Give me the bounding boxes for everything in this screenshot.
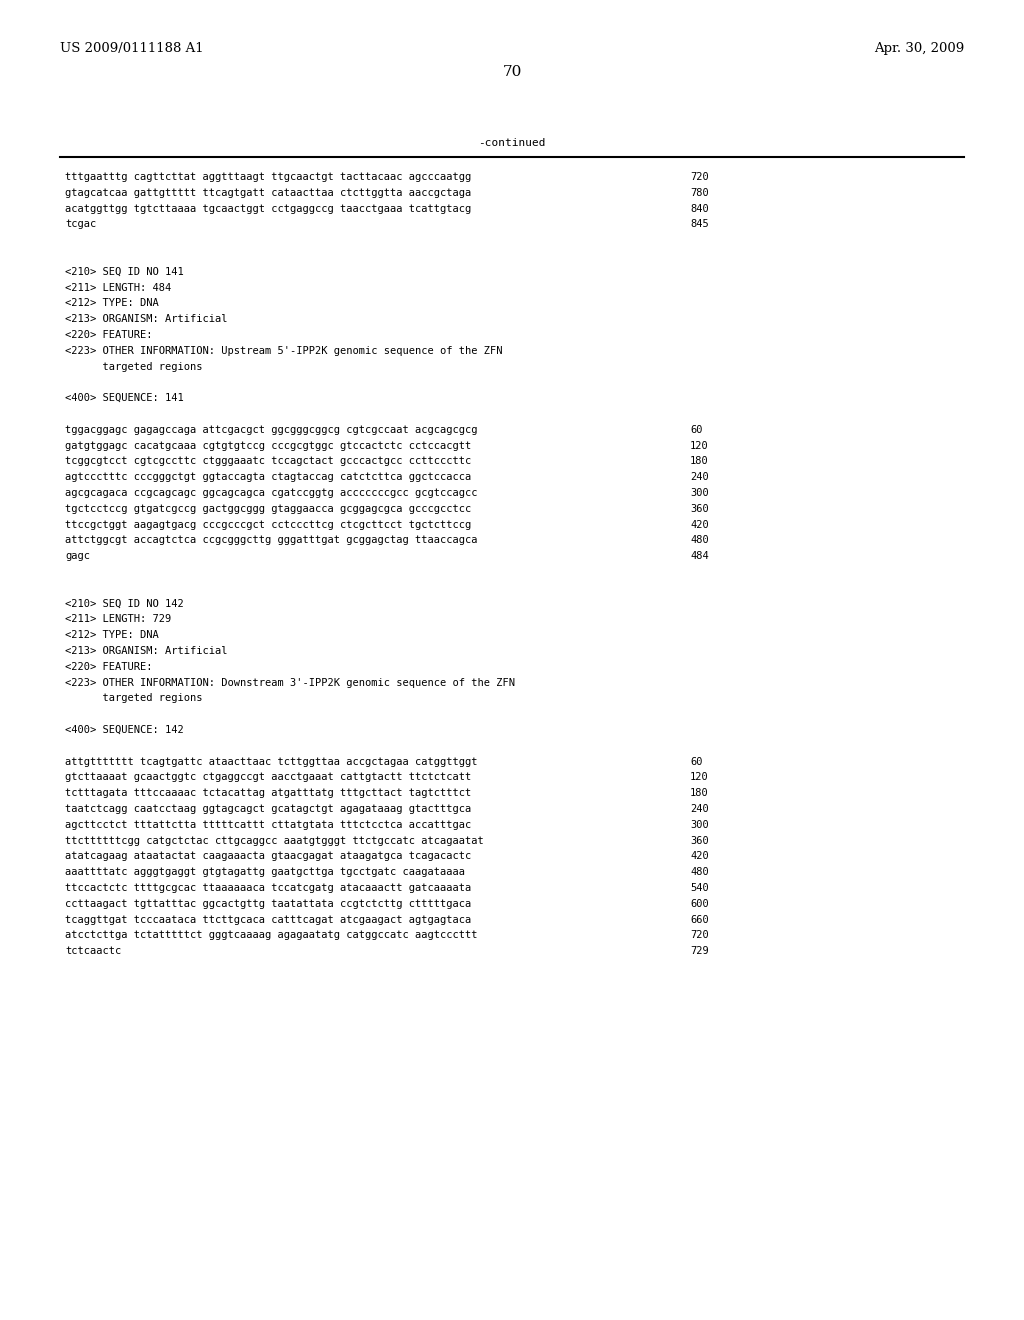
Text: <211> LENGTH: 484: <211> LENGTH: 484 <box>65 282 171 293</box>
Text: atatcagaag ataatactat caagaaacta gtaacgagat ataagatgca tcagacactc: atatcagaag ataatactat caagaaacta gtaacga… <box>65 851 471 862</box>
Text: 240: 240 <box>690 804 709 814</box>
Text: agtccctttc cccgggctgt ggtaccagta ctagtaccag catctcttca ggctccacca: agtccctttc cccgggctgt ggtaccagta ctagtac… <box>65 473 471 482</box>
Text: 300: 300 <box>690 488 709 498</box>
Text: tctttagata tttccaaaac tctacattag atgatttatg tttgcttact tagtctttct: tctttagata tttccaaaac tctacattag atgattt… <box>65 788 471 799</box>
Text: gatgtggagc cacatgcaaa cgtgtgtccg cccgcgtggc gtccactctc cctccacgtt: gatgtggagc cacatgcaaa cgtgtgtccg cccgcgt… <box>65 441 471 450</box>
Text: <220> FEATURE:: <220> FEATURE: <box>65 330 153 341</box>
Text: 840: 840 <box>690 203 709 214</box>
Text: 480: 480 <box>690 536 709 545</box>
Text: agcgcagaca ccgcagcagc ggcagcagca cgatccggtg acccccccgcc gcgtccagcc: agcgcagaca ccgcagcagc ggcagcagca cgatccg… <box>65 488 477 498</box>
Text: acatggttgg tgtcttaaaa tgcaactggt cctgaggccg taacctgaaa tcattgtacg: acatggttgg tgtcttaaaa tgcaactggt cctgagg… <box>65 203 471 214</box>
Text: 120: 120 <box>690 772 709 783</box>
Text: 720: 720 <box>690 172 709 182</box>
Text: tcgac: tcgac <box>65 219 96 230</box>
Text: tcaggttgat tcccaataca ttcttgcaca catttcagat atcgaagact agtgagtaca: tcaggttgat tcccaataca ttcttgcaca catttca… <box>65 915 471 924</box>
Text: 780: 780 <box>690 187 709 198</box>
Text: atcctcttga tctatttttct gggtcaaaag agagaatatg catggccatc aagtcccttt: atcctcttga tctatttttct gggtcaaaag agagaa… <box>65 931 477 940</box>
Text: 720: 720 <box>690 931 709 940</box>
Text: ttccactctc ttttgcgcac ttaaaaaaca tccatcgatg atacaaactt gatcaaaata: ttccactctc ttttgcgcac ttaaaaaaca tccatcg… <box>65 883 471 894</box>
Text: aaattttatc agggtgaggt gtgtagattg gaatgcttga tgcctgatc caagataaaa: aaattttatc agggtgaggt gtgtagattg gaatgct… <box>65 867 465 878</box>
Text: 540: 540 <box>690 883 709 894</box>
Text: 300: 300 <box>690 820 709 830</box>
Text: 70: 70 <box>503 65 521 79</box>
Text: 420: 420 <box>690 851 709 862</box>
Text: 600: 600 <box>690 899 709 908</box>
Text: <213> ORGANISM: Artificial: <213> ORGANISM: Artificial <box>65 645 227 656</box>
Text: -continued: -continued <box>478 139 546 148</box>
Text: <400> SEQUENCE: 141: <400> SEQUENCE: 141 <box>65 393 183 403</box>
Text: tgctcctccg gtgatcgccg gactggcggg gtaggaacca gcggagcgca gcccgcctcc: tgctcctccg gtgatcgccg gactggcggg gtaggaa… <box>65 504 471 513</box>
Text: tttgaatttg cagttcttat aggtttaagt ttgcaactgt tacttacaac agcccaatgg: tttgaatttg cagttcttat aggtttaagt ttgcaac… <box>65 172 471 182</box>
Text: gtagcatcaa gattgttttt ttcagtgatt cataacttaa ctcttggtta aaccgctaga: gtagcatcaa gattgttttt ttcagtgatt cataact… <box>65 187 471 198</box>
Text: 360: 360 <box>690 836 709 846</box>
Text: 60: 60 <box>690 756 702 767</box>
Text: 120: 120 <box>690 441 709 450</box>
Text: tcggcgtcct cgtcgccttc ctgggaaatc tccagctact gcccactgcc ccttcccttc: tcggcgtcct cgtcgccttc ctgggaaatc tccagct… <box>65 457 471 466</box>
Text: <220> FEATURE:: <220> FEATURE: <box>65 661 153 672</box>
Text: <212> TYPE: DNA: <212> TYPE: DNA <box>65 298 159 309</box>
Text: 180: 180 <box>690 457 709 466</box>
Text: 180: 180 <box>690 788 709 799</box>
Text: targeted regions: targeted regions <box>65 362 203 372</box>
Text: tggacggagc gagagccaga attcgacgct ggcgggcggcg cgtcgccaat acgcagcgcg: tggacggagc gagagccaga attcgacgct ggcgggc… <box>65 425 477 434</box>
Text: 845: 845 <box>690 219 709 230</box>
Text: ccttaagact tgttatttac ggcactgttg taatattata ccgtctcttg ctttttgaca: ccttaagact tgttatttac ggcactgttg taatatt… <box>65 899 471 908</box>
Text: ttccgctggt aagagtgacg cccgcccgct cctcccttcg ctcgcttcct tgctcttccg: ttccgctggt aagagtgacg cccgcccgct cctccct… <box>65 520 471 529</box>
Text: attctggcgt accagtctca ccgcgggcttg gggatttgat gcggagctag ttaaccagca: attctggcgt accagtctca ccgcgggcttg gggatt… <box>65 536 477 545</box>
Text: taatctcagg caatcctaag ggtagcagct gcatagctgt agagataaag gtactttgca: taatctcagg caatcctaag ggtagcagct gcatagc… <box>65 804 471 814</box>
Text: Apr. 30, 2009: Apr. 30, 2009 <box>873 42 964 55</box>
Text: attgttttttt tcagtgattc ataacttaac tcttggttaa accgctagaa catggttggt: attgttttttt tcagtgattc ataacttaac tcttgg… <box>65 756 477 767</box>
Text: 420: 420 <box>690 520 709 529</box>
Text: US 2009/0111188 A1: US 2009/0111188 A1 <box>60 42 204 55</box>
Text: <210> SEQ ID NO 141: <210> SEQ ID NO 141 <box>65 267 183 277</box>
Text: 240: 240 <box>690 473 709 482</box>
Text: <211> LENGTH: 729: <211> LENGTH: 729 <box>65 614 171 624</box>
Text: targeted regions: targeted regions <box>65 693 203 704</box>
Text: 660: 660 <box>690 915 709 924</box>
Text: 484: 484 <box>690 552 709 561</box>
Text: 360: 360 <box>690 504 709 513</box>
Text: <223> OTHER INFORMATION: Downstream 3'-IPP2K genomic sequence of the ZFN: <223> OTHER INFORMATION: Downstream 3'-I… <box>65 677 515 688</box>
Text: <213> ORGANISM: Artificial: <213> ORGANISM: Artificial <box>65 314 227 325</box>
Text: 729: 729 <box>690 946 709 956</box>
Text: gagc: gagc <box>65 552 90 561</box>
Text: 480: 480 <box>690 867 709 878</box>
Text: agcttcctct tttattctta tttttcattt cttatgtata tttctcctca accatttgac: agcttcctct tttattctta tttttcattt cttatgt… <box>65 820 471 830</box>
Text: gtcttaaaat gcaactggtc ctgaggccgt aacctgaaat cattgtactt ttctctcatt: gtcttaaaat gcaactggtc ctgaggccgt aacctga… <box>65 772 471 783</box>
Text: <223> OTHER INFORMATION: Upstream 5'-IPP2K genomic sequence of the ZFN: <223> OTHER INFORMATION: Upstream 5'-IPP… <box>65 346 503 356</box>
Text: <212> TYPE: DNA: <212> TYPE: DNA <box>65 630 159 640</box>
Text: tctcaactc: tctcaactc <box>65 946 121 956</box>
Text: <400> SEQUENCE: 142: <400> SEQUENCE: 142 <box>65 725 183 735</box>
Text: <210> SEQ ID NO 142: <210> SEQ ID NO 142 <box>65 598 183 609</box>
Text: ttcttttttcgg catgctctac cttgcaggcc aaatgtgggt ttctgccatc atcagaatat: ttcttttttcgg catgctctac cttgcaggcc aaatg… <box>65 836 483 846</box>
Text: 60: 60 <box>690 425 702 434</box>
